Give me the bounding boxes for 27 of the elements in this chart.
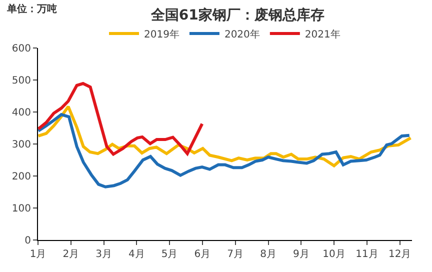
- line-series: [38, 113, 411, 188]
- x-tick-label: 5月: [161, 249, 178, 260]
- y-tick-label: 0: [24, 236, 31, 246]
- x-tick-label: 9月: [292, 249, 310, 260]
- x-tick-label: 1月: [30, 249, 46, 260]
- y-tick-label: 200: [12, 172, 31, 182]
- x-tick-label: 11月: [356, 249, 378, 260]
- y-tick-label: 100: [12, 204, 31, 214]
- line-series: [38, 105, 412, 168]
- x-tick-label: 6月: [194, 249, 211, 260]
- x-tick-label: 2月: [62, 249, 80, 260]
- x-tick-label: 8月: [260, 249, 276, 260]
- legend-label: 2020年: [224, 28, 260, 40]
- x-tick-label: 4月: [128, 249, 145, 260]
- legend-label: 2021年: [304, 28, 340, 40]
- y-tick-label: 500: [12, 76, 31, 86]
- y-axis-title: 单位：万吨: [6, 3, 57, 15]
- line-series: [38, 82, 204, 156]
- legend-label: 2019年: [144, 28, 180, 40]
- y-tick-label: 600: [12, 44, 31, 54]
- y-tick-label: 300: [12, 140, 31, 150]
- x-tick-label: 7月: [227, 249, 244, 260]
- x-tick-label: 12月: [388, 249, 412, 260]
- y-tick-label: 400: [12, 108, 31, 118]
- chart-title: 全国61家钢厂：废钢总库存: [150, 6, 324, 24]
- x-tick-label: 3月: [96, 249, 112, 260]
- x-tick-label: 10月: [322, 249, 346, 260]
